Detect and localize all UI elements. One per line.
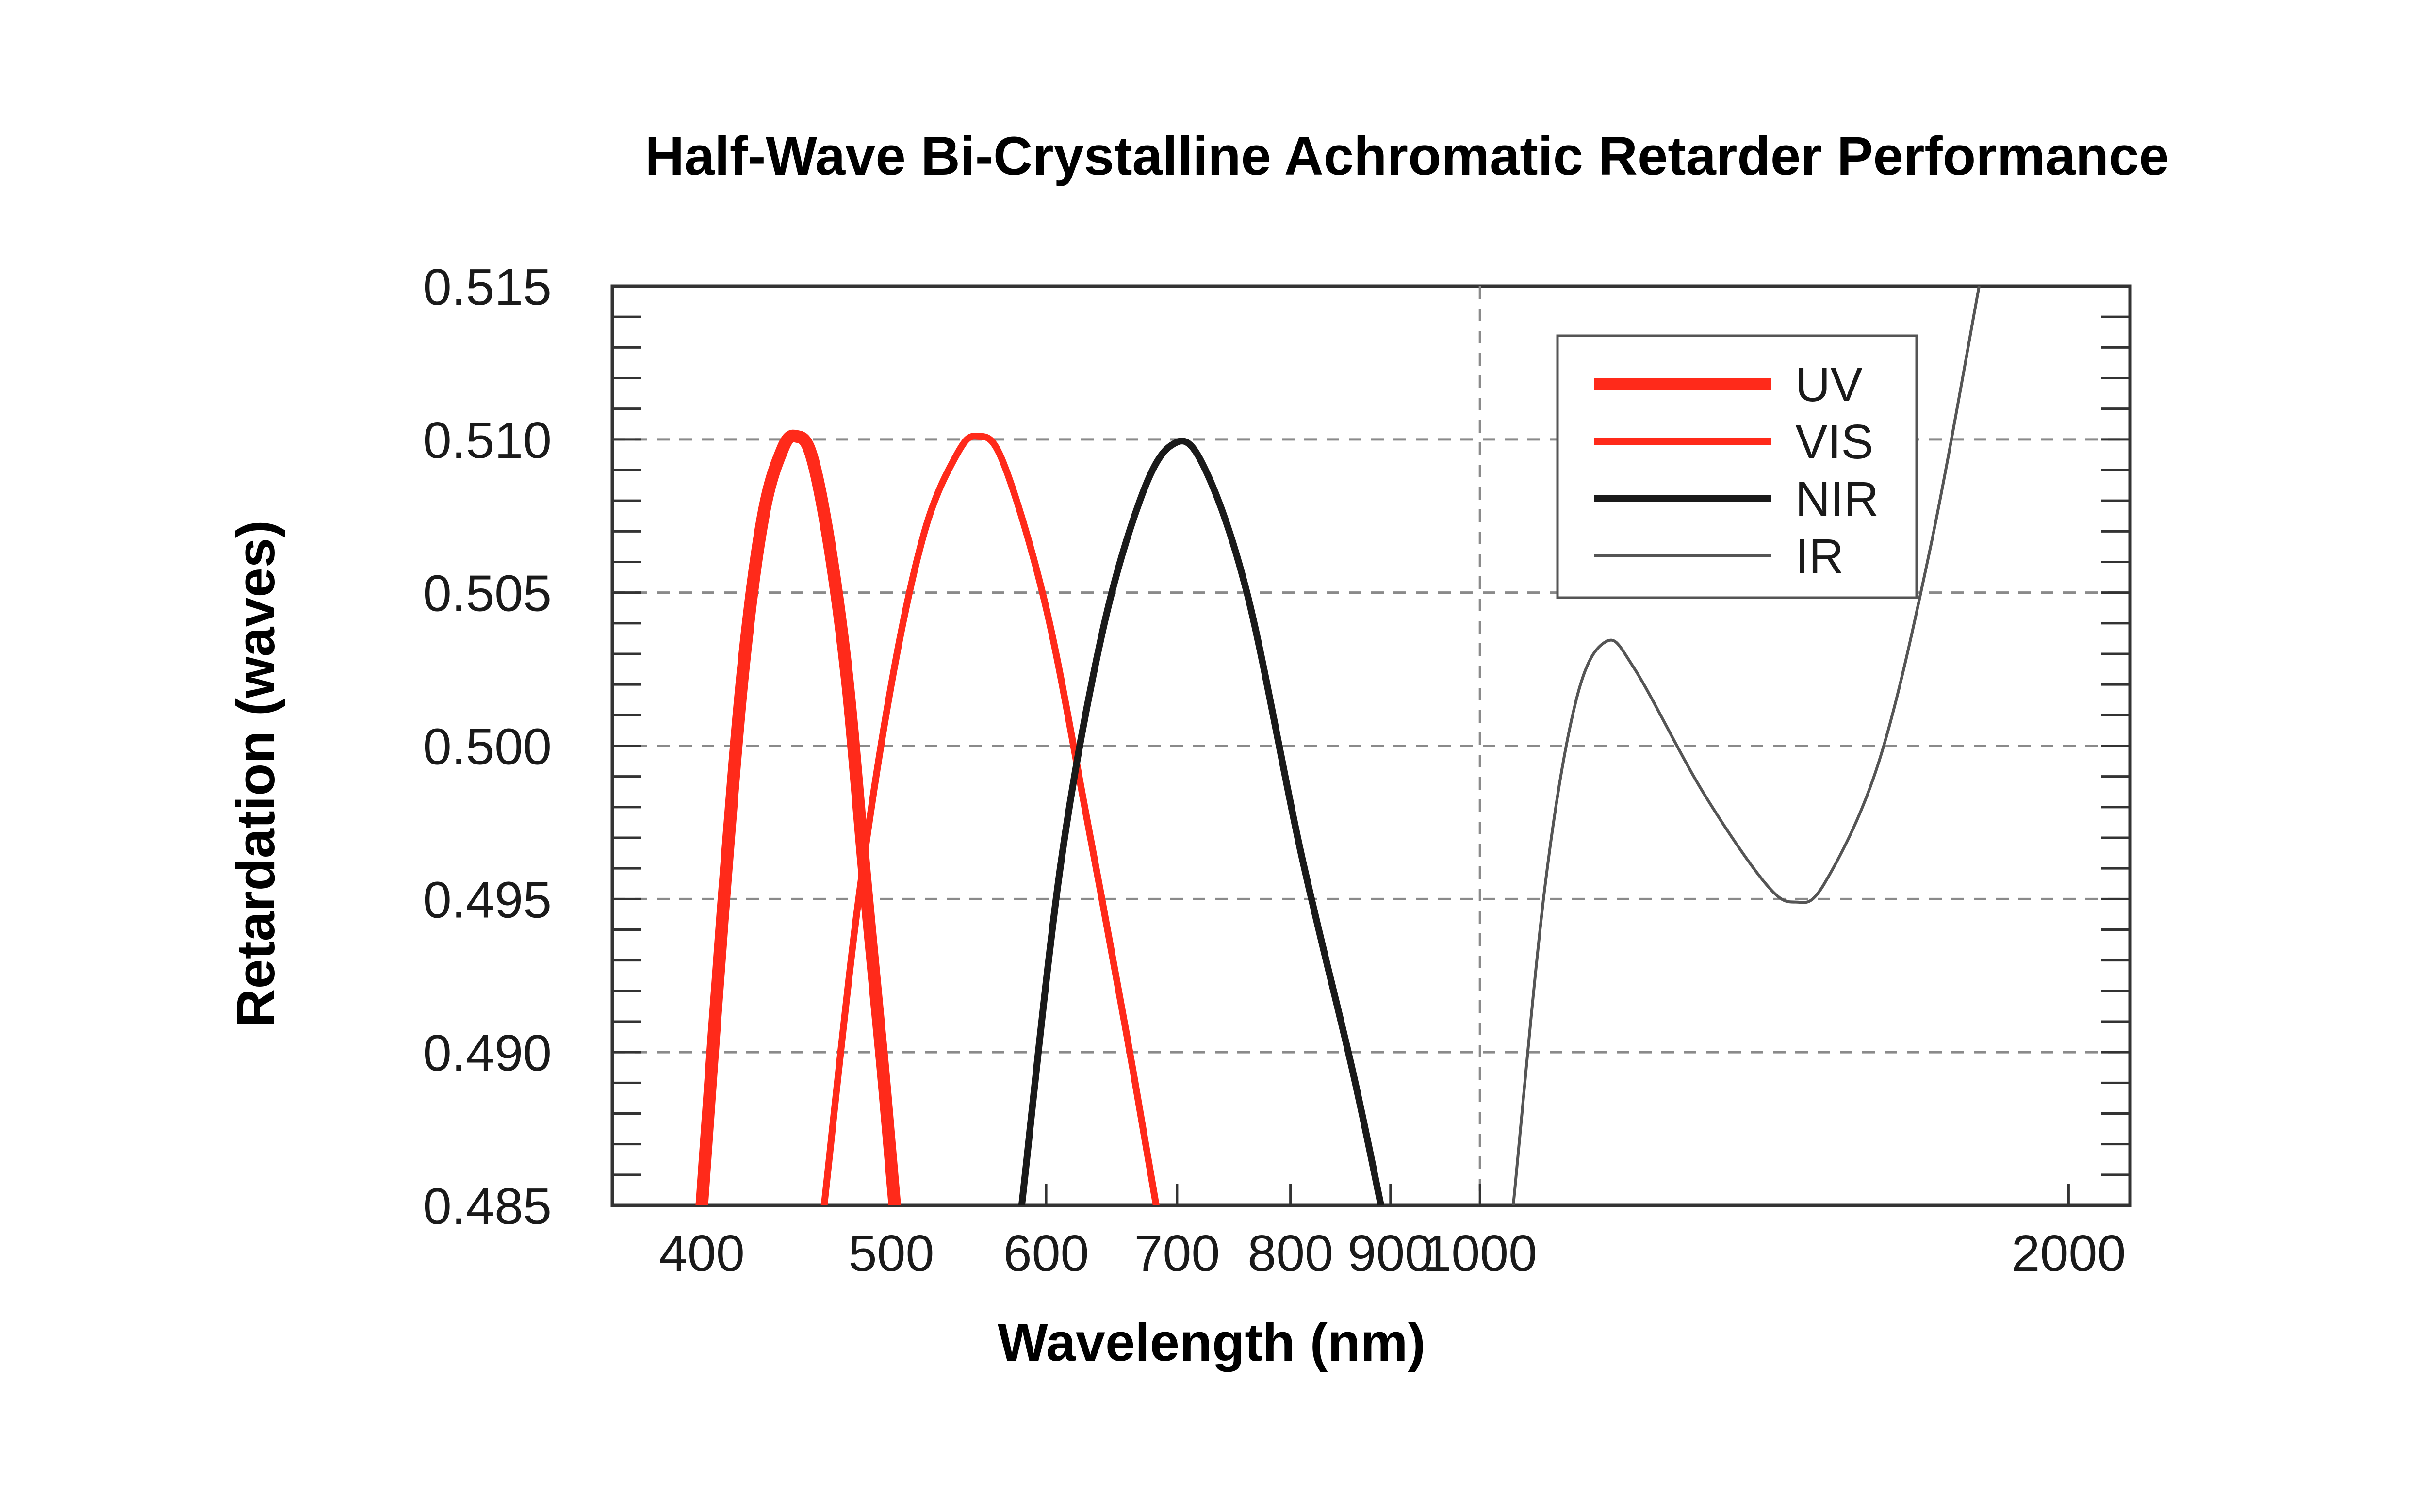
y-axis-label: Retardation (waves) <box>226 520 286 1027</box>
y-tick-label: 0.510 <box>423 412 552 469</box>
chart-title: Half-Wave Bi-Crystalline Achromatic Reta… <box>645 126 2169 186</box>
series-uv-line <box>695 429 901 1205</box>
legend-label-ir: IR <box>1795 529 1844 584</box>
x-tick-label: 800 <box>1247 1225 1333 1282</box>
x-tick-label: 500 <box>849 1225 934 1282</box>
x-tick-label: 900 <box>1347 1225 1433 1282</box>
legend-label-nir: NIR <box>1795 472 1879 526</box>
series-nir-line <box>1018 438 1385 1205</box>
series-vis-line <box>820 433 1160 1205</box>
series-layer <box>695 286 1981 1205</box>
x-tick-label: 600 <box>1003 1225 1089 1282</box>
y-tick-label: 0.500 <box>423 718 552 776</box>
x-tick-label: 2000 <box>2012 1225 2126 1282</box>
y-tick-label: 0.490 <box>423 1024 552 1082</box>
x-tick-label: 1000 <box>1423 1225 1537 1282</box>
legend-label-vis: VIS <box>1795 415 1873 469</box>
y-tick-label: 0.505 <box>423 565 552 622</box>
y-tick-label: 0.515 <box>423 259 552 316</box>
tick-layer: 0.485 0.490 0.495 0.500 0.505 0.510 0.515 400 50… <box>423 259 2130 1282</box>
x-tick-label: 400 <box>659 1225 745 1282</box>
series-ir-line <box>1511 286 1981 1205</box>
x-axis-label: Wavelength (nm) <box>998 1313 1426 1372</box>
y-tick-label: 0.495 <box>423 871 552 928</box>
legend-label-uv: UV <box>1795 358 1863 412</box>
x-tick-label: 700 <box>1134 1225 1220 1282</box>
y-tick-label: 0.485 <box>423 1178 552 1235</box>
